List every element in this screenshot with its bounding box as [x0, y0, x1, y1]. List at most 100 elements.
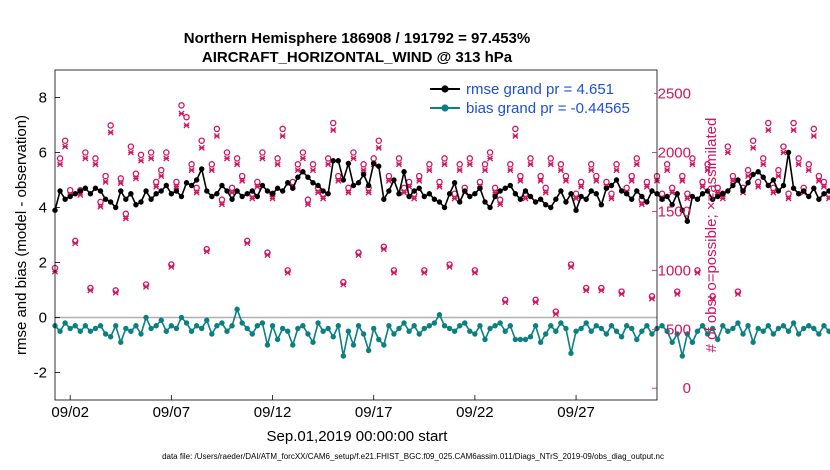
- obs-possible-point: [820, 178, 828, 186]
- obs-assimilated-point: [628, 177, 635, 184]
- bias-point: [532, 323, 539, 329]
- rmse-point: [517, 196, 524, 202]
- bias-point: [588, 328, 594, 334]
- obs-possible-point: [663, 161, 671, 168]
- obs-assimilated-point: [269, 195, 276, 202]
- obs-assimilated-point: [699, 183, 706, 190]
- rmse-point: [785, 149, 792, 156]
- rmse-point: [178, 193, 185, 200]
- bias-point: [755, 325, 761, 332]
- obs-assimilated-point: [446, 263, 453, 270]
- rmse-point: [543, 202, 549, 208]
- obs-possible-point: [324, 155, 332, 162]
- rmse-point: [360, 171, 367, 178]
- obs-possible-point: [127, 143, 135, 150]
- rmse-point: [371, 160, 377, 167]
- rmse-point: [669, 202, 675, 208]
- obs-assimilated-point: [56, 161, 64, 168]
- rmse-point: [821, 191, 827, 197]
- obs-assimilated-point: [375, 144, 382, 151]
- obs-possible-point: [542, 184, 549, 192]
- bias-point: [295, 325, 301, 332]
- obs-assimilated-point: [137, 157, 145, 164]
- rmse-point: [279, 188, 286, 194]
- rmse-point: [502, 185, 508, 191]
- rmse-point: [608, 182, 615, 189]
- bias-point: [765, 323, 771, 329]
- bias-point: [274, 336, 281, 343]
- obs-assimilated-point: [244, 240, 251, 247]
- bias-point: [264, 342, 271, 348]
- obs-assimilated-point: [239, 177, 246, 184]
- obs-possible-point: [56, 155, 64, 162]
- bias-point: [315, 320, 321, 326]
- obs-assimilated-point: [578, 183, 585, 190]
- obs-assimilated-point: [567, 263, 575, 270]
- y2-tick-label: 2500: [658, 86, 691, 103]
- plot-area: [55, 70, 657, 400]
- bias-point: [416, 331, 422, 337]
- bias-point: [745, 323, 751, 329]
- bias-point: [335, 323, 341, 329]
- rmse-point: [113, 204, 119, 211]
- obs-assimilated-point: [502, 299, 509, 306]
- obs-possible-point: [147, 149, 155, 156]
- rmse-point: [649, 188, 655, 194]
- rmse-point: [376, 163, 382, 169]
- rmse-point: [750, 171, 756, 178]
- obs-possible-point: [805, 161, 813, 168]
- y2-axis-label: # of obs: o=possible; ×=assimilated: [703, 118, 720, 353]
- obs-assimilated-point: [350, 155, 357, 162]
- rmse-point: [790, 185, 797, 191]
- obs-possible-point: [704, 161, 711, 168]
- obs-assimilated-point: [400, 189, 408, 196]
- obs-assimilated-point: [122, 215, 129, 222]
- bias-point: [709, 325, 716, 332]
- obs-possible-point: [350, 149, 357, 156]
- obs-assimilated-point: [679, 177, 686, 184]
- rmse-point: [664, 193, 670, 200]
- obs-assimilated-point: [648, 295, 656, 302]
- chart-title: Northern Hemisphere 186908 / 191792 = 97…: [184, 30, 530, 47]
- rmse-point: [426, 191, 433, 197]
- obs-possible-point: [228, 184, 236, 192]
- legend-box: [420, 79, 654, 119]
- rmse-point: [97, 188, 104, 194]
- obs-assimilated-point: [320, 195, 327, 202]
- rmse-point: [107, 199, 114, 205]
- rmse-point: [659, 196, 665, 202]
- x-tick-label: 09/22: [456, 404, 494, 421]
- bias-point: [507, 323, 513, 329]
- bias-point: [598, 325, 605, 332]
- bias-point: [133, 323, 139, 329]
- bias-point: [259, 320, 266, 326]
- bias-point: [376, 336, 382, 343]
- rmse-point: [487, 204, 493, 211]
- obs-assimilated-point: [664, 167, 671, 174]
- obs-assimilated-point: [426, 167, 433, 174]
- rmse-point: [644, 199, 650, 205]
- bias-point: [325, 325, 331, 332]
- bias-point: [310, 339, 316, 345]
- rmse-point: [765, 182, 771, 189]
- legend-bias-label: bias grand pr = -0.44565: [466, 100, 630, 117]
- obs-possible-point: [795, 155, 802, 162]
- bias-point: [603, 331, 610, 337]
- bias-point: [168, 323, 175, 329]
- bias-point: [457, 323, 463, 329]
- legend-rmse-marker: [441, 85, 449, 93]
- obs-assimilated-point: [173, 183, 180, 190]
- obs-possible-point: [593, 172, 600, 180]
- obs-assimilated-point: [522, 195, 529, 202]
- legend-bias-marker: [441, 104, 449, 112]
- obs-possible-point: [527, 155, 534, 162]
- rmse-point: [168, 191, 175, 197]
- obs-possible-point: [395, 155, 403, 162]
- bias-point: [816, 331, 822, 337]
- bias-point: [118, 339, 124, 345]
- bias-point: [355, 323, 362, 329]
- bias-point: [269, 323, 276, 329]
- rmse-point: [704, 188, 711, 194]
- rmse-point: [239, 193, 245, 200]
- bias-point: [138, 331, 144, 337]
